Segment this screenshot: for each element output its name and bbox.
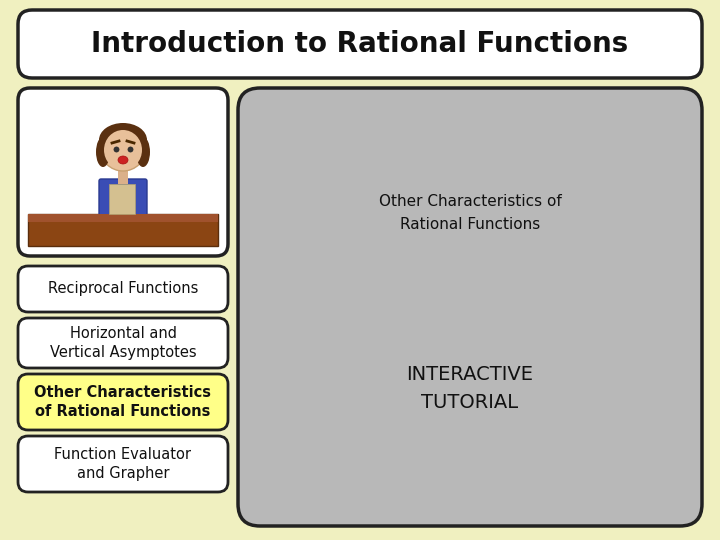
FancyBboxPatch shape xyxy=(18,374,228,430)
FancyBboxPatch shape xyxy=(18,318,228,368)
Bar xyxy=(118,168,128,184)
FancyBboxPatch shape xyxy=(18,88,228,256)
Text: Reciprocal Functions: Reciprocal Functions xyxy=(48,281,198,296)
Bar xyxy=(109,184,135,214)
Text: Other Characteristics
of Rational Functions: Other Characteristics of Rational Functi… xyxy=(35,385,212,419)
FancyBboxPatch shape xyxy=(238,88,702,526)
Text: Introduction to Rational Functions: Introduction to Rational Functions xyxy=(91,30,629,58)
Ellipse shape xyxy=(96,137,110,167)
Ellipse shape xyxy=(100,125,146,171)
Ellipse shape xyxy=(99,123,147,157)
Text: Other Characteristics of
Rational Functions: Other Characteristics of Rational Functi… xyxy=(379,194,562,232)
Ellipse shape xyxy=(118,156,128,164)
Ellipse shape xyxy=(136,137,150,167)
Text: Function Evaluator
and Grapher: Function Evaluator and Grapher xyxy=(55,447,192,481)
Ellipse shape xyxy=(104,130,142,170)
FancyBboxPatch shape xyxy=(99,179,147,221)
Text: Horizontal and
Vertical Asymptotes: Horizontal and Vertical Asymptotes xyxy=(50,326,197,360)
Bar xyxy=(28,214,218,246)
FancyBboxPatch shape xyxy=(18,10,702,78)
FancyBboxPatch shape xyxy=(18,436,228,492)
Text: INTERACTIVE
TUTORIAL: INTERACTIVE TUTORIAL xyxy=(407,364,534,411)
Bar xyxy=(28,214,218,222)
FancyBboxPatch shape xyxy=(18,266,228,312)
